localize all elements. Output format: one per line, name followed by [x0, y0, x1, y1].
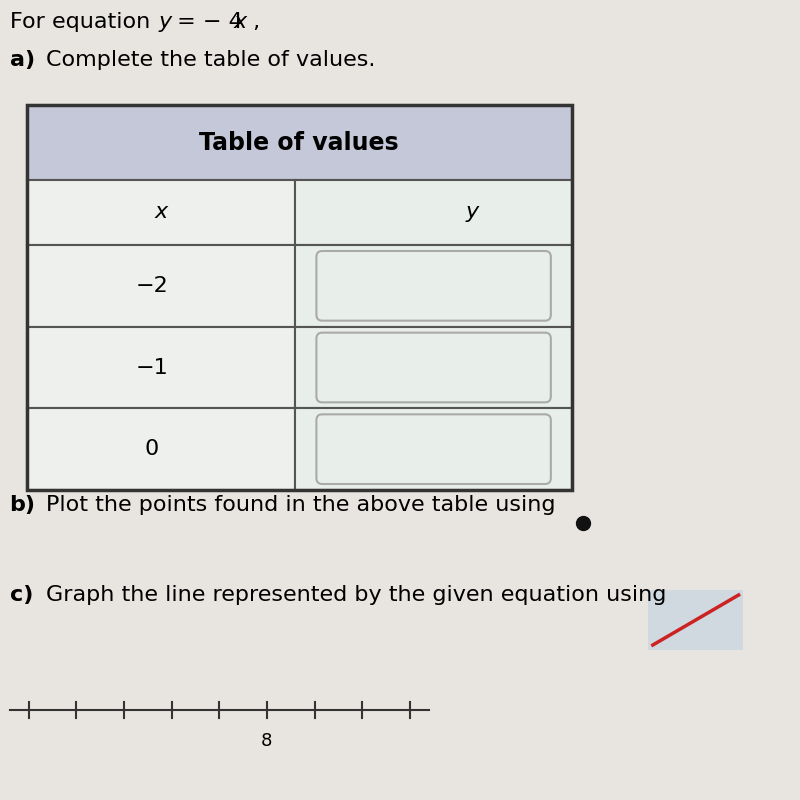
Text: Complete the table of values.: Complete the table of values. [46, 50, 375, 70]
Bar [295, 245, 572, 326]
Text: For equation: For equation [10, 12, 157, 32]
Text: Table of values: Table of values [199, 130, 399, 154]
FancyBboxPatch shape [317, 414, 551, 484]
Bar [26, 180, 295, 245]
Bar [26, 326, 295, 408]
Bar [26, 408, 295, 490]
Text: x: x [154, 202, 168, 222]
Text: b): b) [10, 495, 35, 515]
FancyBboxPatch shape [317, 251, 551, 321]
Text: 8: 8 [261, 732, 273, 750]
Text: = − 4: = − 4 [170, 12, 242, 32]
Bar [26, 105, 572, 490]
Text: 0: 0 [145, 439, 158, 459]
Bar [295, 326, 572, 408]
Text: x: x [234, 12, 246, 32]
Text: c): c) [10, 585, 33, 605]
Text: a): a) [10, 50, 34, 70]
Bar [26, 245, 295, 326]
Bar [295, 180, 572, 245]
FancyBboxPatch shape [317, 333, 551, 402]
Text: ,: , [246, 12, 260, 32]
Bar [648, 590, 743, 650]
Text: y: y [158, 12, 171, 32]
Text: Plot the points found in the above table using: Plot the points found in the above table… [46, 495, 555, 515]
Text: −2: −2 [135, 276, 168, 296]
Text: −1: −1 [135, 358, 168, 378]
Bar [295, 408, 572, 490]
Bar [26, 105, 572, 180]
Text: y: y [465, 202, 478, 222]
Text: Graph the line represented by the given equation using: Graph the line represented by the given … [46, 585, 666, 605]
